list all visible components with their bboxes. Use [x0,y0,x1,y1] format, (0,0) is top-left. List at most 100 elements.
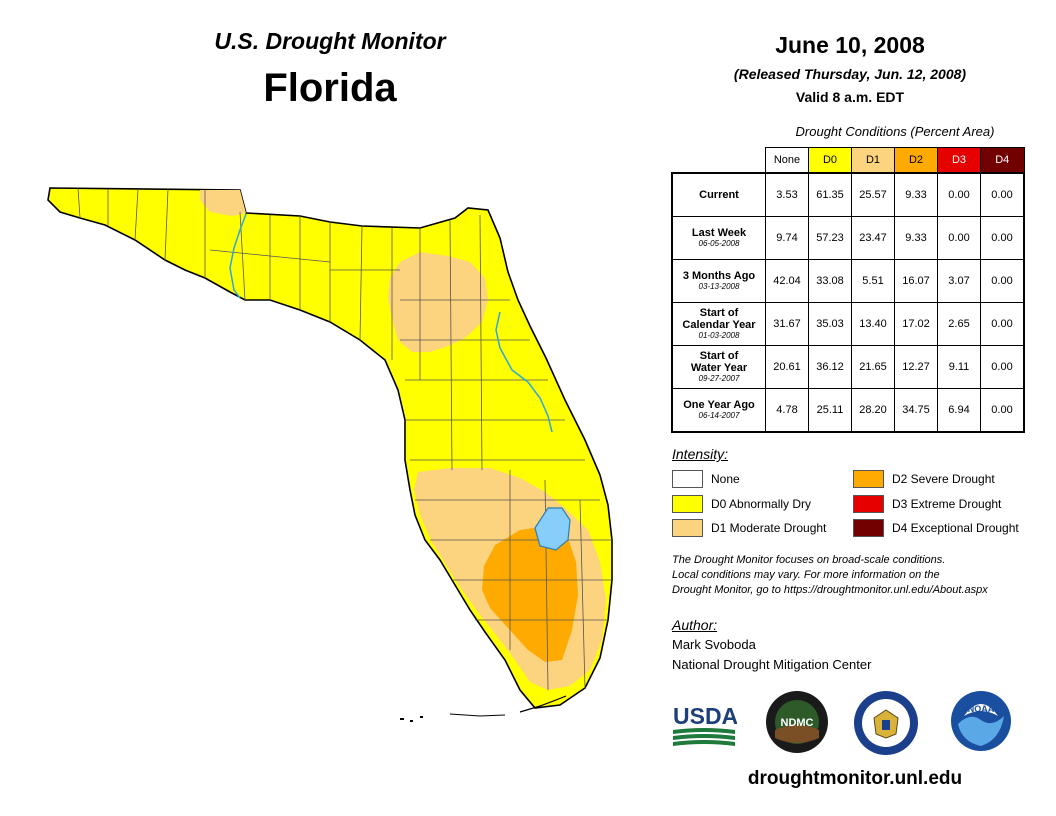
legend-swatch [672,470,703,488]
row-label-text: One Year Ago [683,399,755,411]
cell-none: 31.67 [765,302,809,346]
cell-d3: 0.00 [937,216,981,260]
row-date: 01-03-2008 [698,331,740,340]
cell-d2: 12.27 [894,345,938,389]
legend-label: None [711,472,740,486]
ndmc-logo-text: NDMC [781,717,814,729]
cell-d2: 16.07 [894,259,938,303]
row-label-text: Start of [699,350,739,362]
note-line: Drought Monitor, go to https://droughtmo… [672,584,988,596]
map-date: June 10, 2008 [775,32,925,58]
commerce-seal-logo [854,691,918,755]
row-date: 09-27-2007 [698,374,740,383]
lake-okeechobee [534,507,571,551]
table-row-start-water-year: Start of Water Year 09-27-2007 20.61 36.12… [671,345,1025,389]
website-url[interactable]: droughtmonitor.unl.edu [747,768,963,789]
cell-d0: 35.03 [808,302,852,346]
legend-label: D2 Severe Drought [892,472,995,486]
legend-label: D4 Exceptional Drought [892,521,1019,535]
legend-swatch [853,470,884,488]
cell-d2: 9.33 [894,172,938,217]
valid-time: Valid 8 a.m. EDT [795,89,905,105]
florida-keys [400,695,567,722]
cell-d3: 2.65 [937,302,981,346]
cell-d4: 0.00 [980,259,1025,303]
col-header-d3: D3 [937,147,981,174]
map-title: Florida [263,66,397,110]
florida-drought-map [47,187,613,722]
legend-swatch [672,519,703,537]
st-johns-river [495,311,553,433]
release-date: (Released Thursday, Jun. 12, 2008) [733,66,967,82]
cell-none: 3.53 [765,172,809,217]
col-header-d0: D0 [808,147,852,174]
usda-logo-text: USDA [673,703,737,729]
cell-d2: 9.33 [894,216,938,260]
legend-swatch [853,519,884,537]
row-label-text-2: Water Year [690,362,748,374]
cell-d3: 6.94 [937,388,981,433]
noaa-logo-text: NOAA [968,704,995,714]
conditions-table-title: Drought Conditions (Percent Area) [795,124,995,139]
cell-d4: 0.00 [980,216,1025,260]
cell-d0: 36.12 [808,345,852,389]
col-header-d1: D1 [851,147,895,174]
ndmc-logo: NDMC [766,691,828,753]
author-org: National Drought Mitigation Center [672,657,872,672]
legend-label: D1 Moderate Drought [711,521,827,535]
cell-d3: 3.07 [937,259,981,303]
col-header-d2: D2 [894,147,938,174]
cell-d2: 34.75 [894,388,938,433]
drought-area-d1-north [388,252,488,352]
col-header-none: None [765,147,809,174]
cell-none: 20.61 [765,345,809,389]
cell-d4: 0.00 [980,345,1025,389]
legend-label: D0 Abnormally Dry [711,497,812,511]
cell-d1: 28.20 [851,388,895,433]
cell-none: 9.74 [765,216,809,260]
author-name: Mark Svoboda [672,637,756,652]
legend-swatch [672,495,703,513]
county-lines [77,187,612,691]
apalachicola-river [229,213,247,299]
row-label: Last Week 06-05-2008 [671,216,766,260]
cell-d0: 57.23 [808,216,852,260]
noaa-logo: NOAA [951,691,1011,751]
legend-swatch [853,495,884,513]
disclaimer-note: The Drought Monitor focuses on broad-sca… [672,553,1042,598]
table-row-one-year-ago: One Year Ago 06-14-2007 4.78 25.11 28.20 … [671,388,1025,433]
table-row-3-months-ago: 3 Months Ago 03-13-2008 42.04 33.08 5.51 … [671,259,1025,303]
row-label-text: Last Week [691,227,747,239]
row-label-text: Current [699,189,739,201]
cell-d0: 33.08 [808,259,852,303]
usda-logo: USDA [673,703,737,746]
table-row-start-calendar-year: Start of Calendar Year 01-03-2008 31.67 35… [671,302,1025,346]
row-date: 03-13-2008 [698,282,740,291]
table-header-row: None D0 D1 D2 D3 D4 [672,147,1025,174]
note-line: The Drought Monitor focuses on broad-sca… [672,554,946,566]
drought-area-d2-south [482,526,578,662]
legend-label: D3 Extreme Drought [892,497,1002,511]
cell-d3: 9.11 [937,345,981,389]
row-date: 06-05-2008 [698,239,740,248]
cell-d4: 0.00 [980,172,1025,217]
cell-none: 42.04 [765,259,809,303]
row-label: 3 Months Ago 03-13-2008 [671,259,766,303]
cell-d4: 0.00 [980,302,1025,346]
row-date: 06-14-2007 [698,411,740,420]
row-label-text: Start of [699,307,739,319]
legend-title: Intensity: [672,446,729,462]
row-label-text-2: Calendar Year [682,319,756,331]
cell-d3: 0.00 [937,172,981,217]
cell-d0: 61.35 [808,172,852,217]
row-label: One Year Ago 06-14-2007 [671,388,766,433]
row-label: Start of Water Year 09-27-2007 [671,345,766,389]
cell-d1: 13.40 [851,302,895,346]
author-title: Author: [672,617,718,633]
table-row-current: Current 3.53 61.35 25.57 9.33 0.00 0.00 [671,172,1025,217]
cell-d0: 25.11 [808,388,852,433]
table-corner [672,148,766,174]
cell-d1: 23.47 [851,216,895,260]
table-row-last-week: Last Week 06-05-2008 9.74 57.23 23.47 9.3… [671,216,1025,260]
row-label: Start of Calendar Year 01-03-2008 [671,302,766,346]
